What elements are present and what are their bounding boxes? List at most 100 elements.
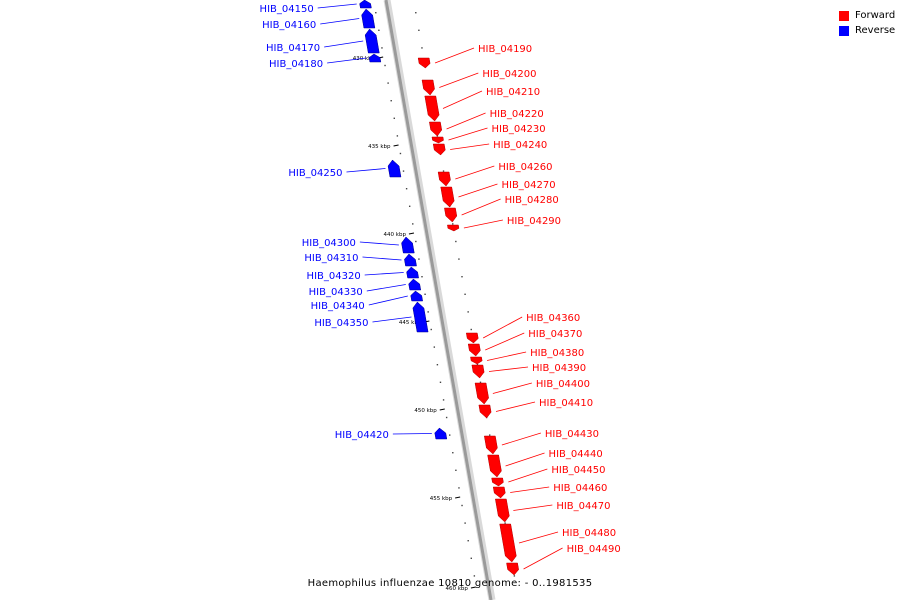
leader-line <box>523 547 563 570</box>
leader-line <box>362 256 402 261</box>
gene-hib-04290 <box>447 224 460 232</box>
gene-hib-04210 <box>424 95 440 122</box>
leader-line <box>366 284 406 292</box>
position-dot <box>455 240 457 243</box>
leader-line <box>446 112 486 130</box>
gene-hib-04490 <box>506 562 519 576</box>
position-dot <box>402 170 405 172</box>
forward-swatch <box>839 10 849 21</box>
gene-hib-04220 <box>429 121 443 137</box>
position-dot <box>393 117 395 119</box>
gene-label: HIB_04250 <box>288 168 342 179</box>
tick-mark <box>408 232 415 235</box>
position-dot <box>442 170 445 172</box>
position-dot <box>378 29 380 31</box>
position-dot <box>415 12 417 14</box>
gene-hib-04310 <box>404 253 417 267</box>
leader-line <box>461 198 501 216</box>
gene-hib-04380 <box>470 356 483 365</box>
leader-line <box>518 531 559 544</box>
gene-label: HIB_04220 <box>490 109 544 120</box>
leader-line <box>368 295 408 306</box>
gene-label: HIB_04380 <box>530 348 584 359</box>
tick-label: 440 kbp <box>384 232 407 238</box>
gene-hib-04230 <box>431 136 444 144</box>
leader-line <box>448 127 488 141</box>
leader-line <box>392 433 432 435</box>
leader-line <box>510 486 550 493</box>
gene-label: HIB_04280 <box>505 195 559 206</box>
tick-mark <box>393 144 399 147</box>
position-dot <box>442 399 445 401</box>
gene-label: HIB_04190 <box>478 44 532 55</box>
gene-hib-04360 <box>465 332 479 344</box>
position-dot <box>476 364 479 366</box>
gene-label: HIB_04450 <box>551 465 605 476</box>
gene-hib-04420 <box>434 427 448 440</box>
position-dot <box>452 223 454 225</box>
position-dot <box>405 188 408 190</box>
tick-mark <box>455 496 461 499</box>
gene-label: HIB_04240 <box>493 140 547 151</box>
leader-line <box>442 90 483 109</box>
leader-line <box>359 241 399 246</box>
position-dot <box>513 575 516 577</box>
gene-hib-04250 <box>387 159 402 178</box>
gene-hib-04240 <box>432 143 446 156</box>
gene-hib-04300 <box>401 236 415 254</box>
leader-line <box>320 18 360 25</box>
gene-hib-04370 <box>467 343 481 357</box>
position-dot <box>430 328 432 331</box>
leader-line <box>495 401 536 412</box>
tick-label: 430 kbp <box>353 56 376 62</box>
leader-line <box>505 452 545 467</box>
position-dot <box>412 223 414 225</box>
position-dot <box>458 258 460 260</box>
position-dot <box>381 47 383 49</box>
gene-label: HIB_04170 <box>266 43 320 54</box>
position-dot <box>421 47 423 49</box>
position-dot <box>461 276 463 278</box>
legend-reverse: Reverse <box>839 23 895 38</box>
leader-line <box>501 432 541 446</box>
leader-line <box>458 183 498 198</box>
leader-line <box>324 40 364 48</box>
gene-hib-04410 <box>478 404 492 419</box>
position-dot <box>467 540 469 542</box>
gene-label: HIB_04210 <box>486 87 540 98</box>
gene-label: HIB_04180 <box>269 59 323 70</box>
legend-forward-label: Forward <box>855 10 896 21</box>
position-dot <box>470 328 472 331</box>
gene-hib-04170 <box>364 28 380 54</box>
gene-label: HIB_04430 <box>545 429 599 440</box>
position-dot <box>375 12 377 14</box>
gene-label: HIB_04420 <box>335 430 389 441</box>
gene-hib-04400 <box>474 382 489 405</box>
legend-reverse-label: Reverse <box>855 25 896 36</box>
gene-label: HIB_04330 <box>309 287 363 298</box>
gene-hib-04470 <box>495 498 510 523</box>
gene-hib-04430 <box>484 435 498 455</box>
gene-label: HIB_04200 <box>482 69 536 80</box>
tick-label: 455 kbp <box>430 496 453 502</box>
position-dot <box>427 311 429 313</box>
leader-line <box>508 468 548 483</box>
position-dot <box>396 135 399 137</box>
gene-hib-04320 <box>406 266 419 279</box>
gene-label: HIB_04480 <box>562 528 616 539</box>
position-dot <box>449 434 451 436</box>
gene-hib-04260 <box>437 171 451 187</box>
gene-label: HIB_04260 <box>498 162 552 173</box>
gene-label: HIB_04350 <box>314 318 368 329</box>
gene-hib-04390 <box>471 364 485 379</box>
gene-label: HIB_04150 <box>260 4 314 15</box>
position-dot <box>479 381 482 383</box>
gene-label: HIB_04370 <box>528 329 582 340</box>
gene-hib-04330 <box>408 278 422 291</box>
gene-label: HIB_04440 <box>549 449 603 460</box>
reverse-swatch <box>839 25 849 36</box>
tick-label: 435 kbp <box>368 144 391 150</box>
gene-label: HIB_04390 <box>532 363 586 374</box>
position-dot <box>473 575 476 577</box>
